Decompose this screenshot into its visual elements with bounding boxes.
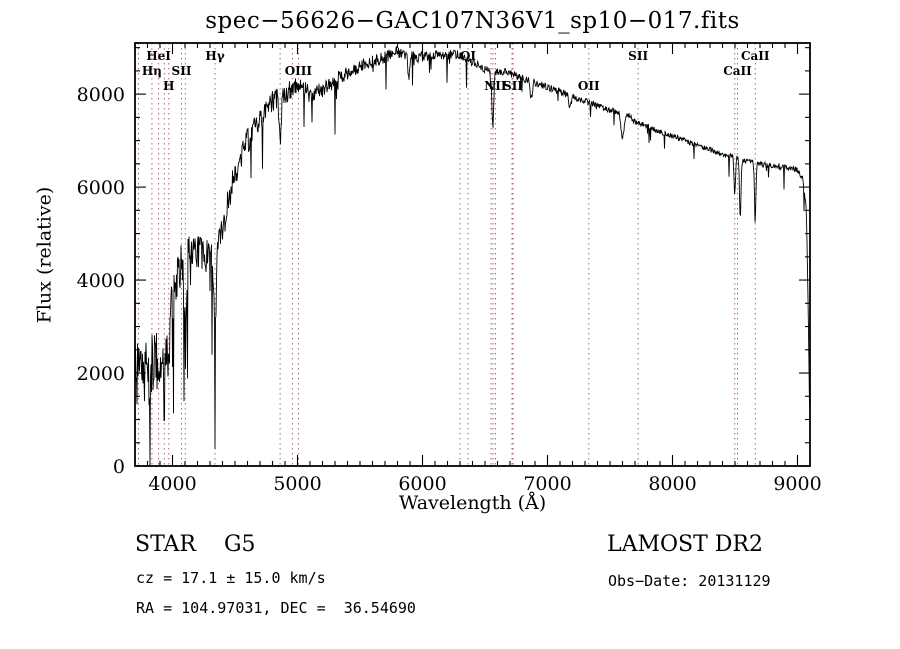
y-tick-label: 0 (113, 456, 125, 478)
cz-text: cz = 17.1 ± 15.0 km/s (136, 569, 326, 587)
classification-text: STAR G5 (135, 532, 256, 557)
plot-frame (134, 42, 811, 467)
marker-label: OIII (285, 64, 313, 78)
axis-ticks (134, 43, 811, 467)
y-axis-label: Flux (relative) (33, 186, 55, 323)
y-tick-label: 8000 (77, 84, 125, 106)
marker-label: OI (460, 49, 476, 63)
x-tick-label: 4000 (148, 473, 196, 495)
x-tick-label: 7000 (523, 473, 571, 495)
marker-label: H (163, 79, 174, 93)
tick-labels: 4000 5000 6000 7000 8000 9000 0 2000 4000 6000 800… (77, 84, 822, 495)
marker-label: Hη (142, 64, 162, 78)
x-tick-label: 9000 (773, 473, 821, 495)
x-axis-label: Wavelength (Å) (398, 492, 547, 514)
x-tick-label: 5000 (273, 473, 321, 495)
y-tick-label: 4000 (77, 270, 125, 292)
marker-label: Hγ (205, 49, 224, 63)
marker-label: HeI (146, 49, 171, 63)
plot-title: spec−56626−GAC107N36V1_sp10−017.fits (205, 8, 740, 34)
marker-label: OII (578, 79, 600, 93)
marker-label: CaII (741, 49, 770, 63)
y-axis-label-wrap: Flux (relative) (26, 43, 62, 466)
marker-label: NII (484, 79, 507, 93)
obs-date-text: Obs−Date: 20131129 (608, 572, 771, 590)
x-tick-label: 8000 (648, 473, 696, 495)
spectrum-trace (135, 45, 810, 467)
marker-label: SII (503, 79, 523, 93)
marker-label: CaII (723, 64, 752, 78)
x-tick-label: 6000 (398, 473, 446, 495)
y-tick-label: 2000 (77, 363, 125, 385)
coordinates-text: RA = 104.97031, DEC = 36.54690 (136, 599, 416, 617)
survey-text: LAMOST DR2 (607, 532, 763, 557)
line-markers (137, 43, 756, 466)
y-tick-label: 6000 (77, 177, 125, 199)
marker-label: SII (628, 49, 648, 63)
marker-label: SII (172, 64, 192, 78)
